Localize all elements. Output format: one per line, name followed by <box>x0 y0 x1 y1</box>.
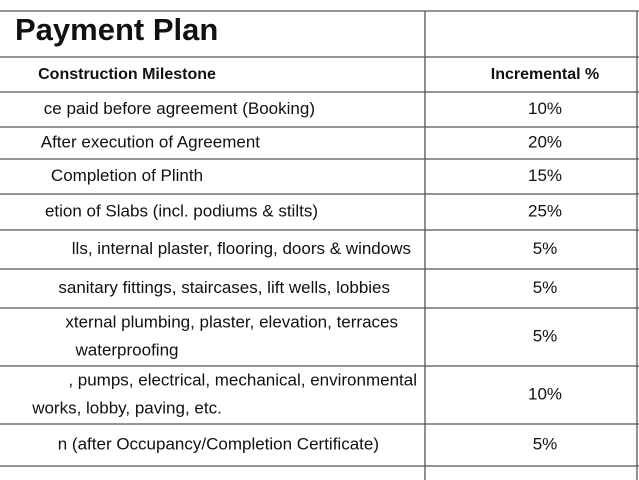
milestone: After execution of Agreement <box>41 132 261 151</box>
milestone: n (after Occupancy/Completion Certificat… <box>58 434 379 453</box>
percent: 5% <box>533 434 558 453</box>
percent: 10% <box>528 384 562 403</box>
milestone: xternal plumbing, plaster, elevation, te… <box>65 312 398 331</box>
percent: 25% <box>528 201 562 220</box>
milestone: waterproofing <box>74 340 178 359</box>
percent: 20% <box>528 132 562 151</box>
column-header: Incremental % <box>491 66 599 83</box>
percent: 15% <box>528 166 562 185</box>
milestone: Completion of Plinth <box>51 166 203 185</box>
percent: 5% <box>533 239 558 258</box>
milestone: works, lobby, paving, etc. <box>31 398 222 417</box>
percent: 5% <box>533 278 558 297</box>
milestone: sanitary fittings, staircases, lift well… <box>58 278 390 297</box>
title: Payment Plan <box>15 12 218 47</box>
column-header: Construction Milestone <box>38 66 216 83</box>
milestone: etion of Slabs (incl. podiums & stilts) <box>45 201 318 220</box>
milestone: ce paid before agreement (Booking) <box>44 99 315 118</box>
percent: 10% <box>528 99 562 118</box>
percent: 5% <box>533 326 558 345</box>
milestone: , pumps, electrical, mechanical, environ… <box>68 370 417 389</box>
milestone: lls, internal plaster, flooring, doors &… <box>72 239 411 258</box>
